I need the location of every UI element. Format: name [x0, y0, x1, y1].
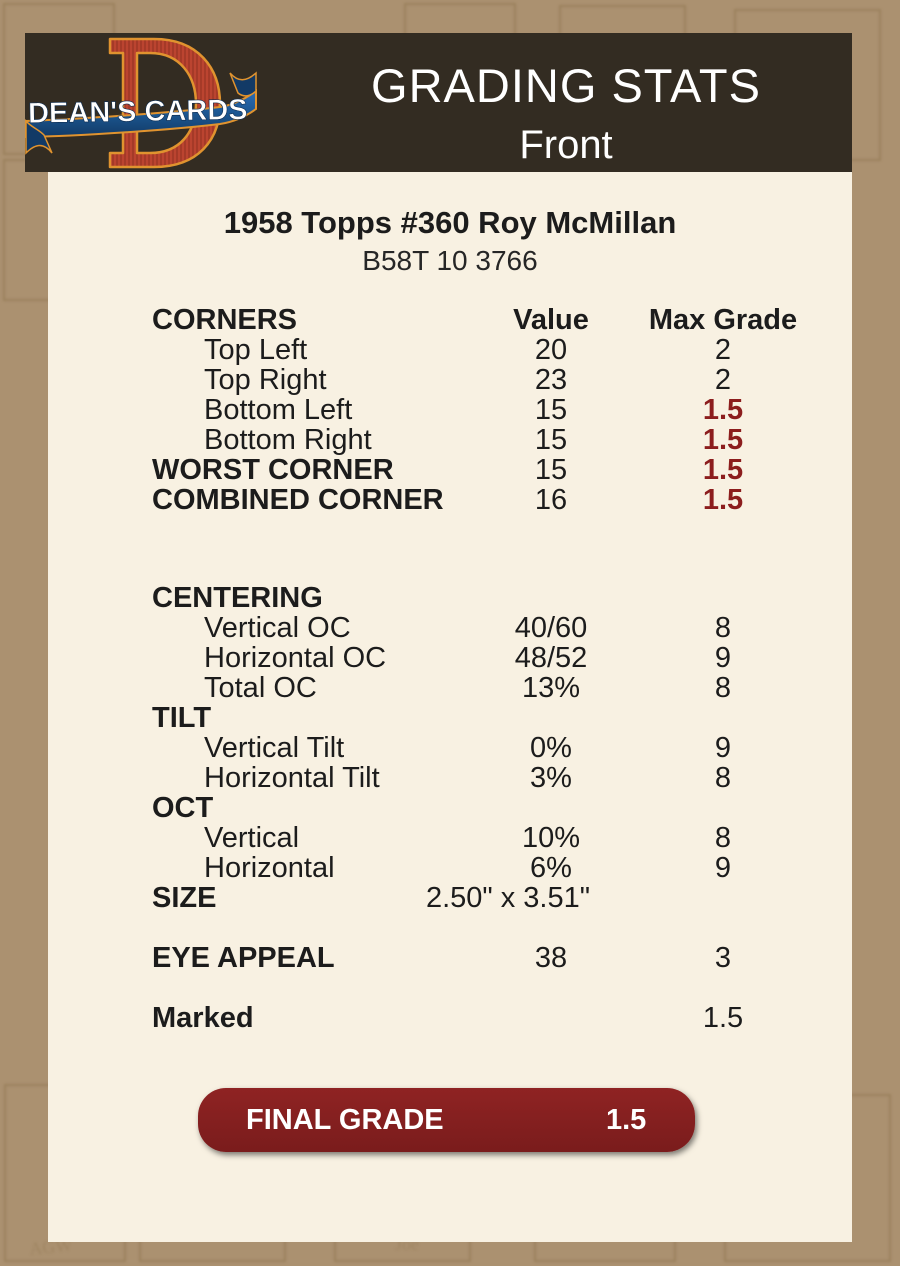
svg-text:DEAN'S CARDS: DEAN'S CARDS [28, 94, 248, 130]
